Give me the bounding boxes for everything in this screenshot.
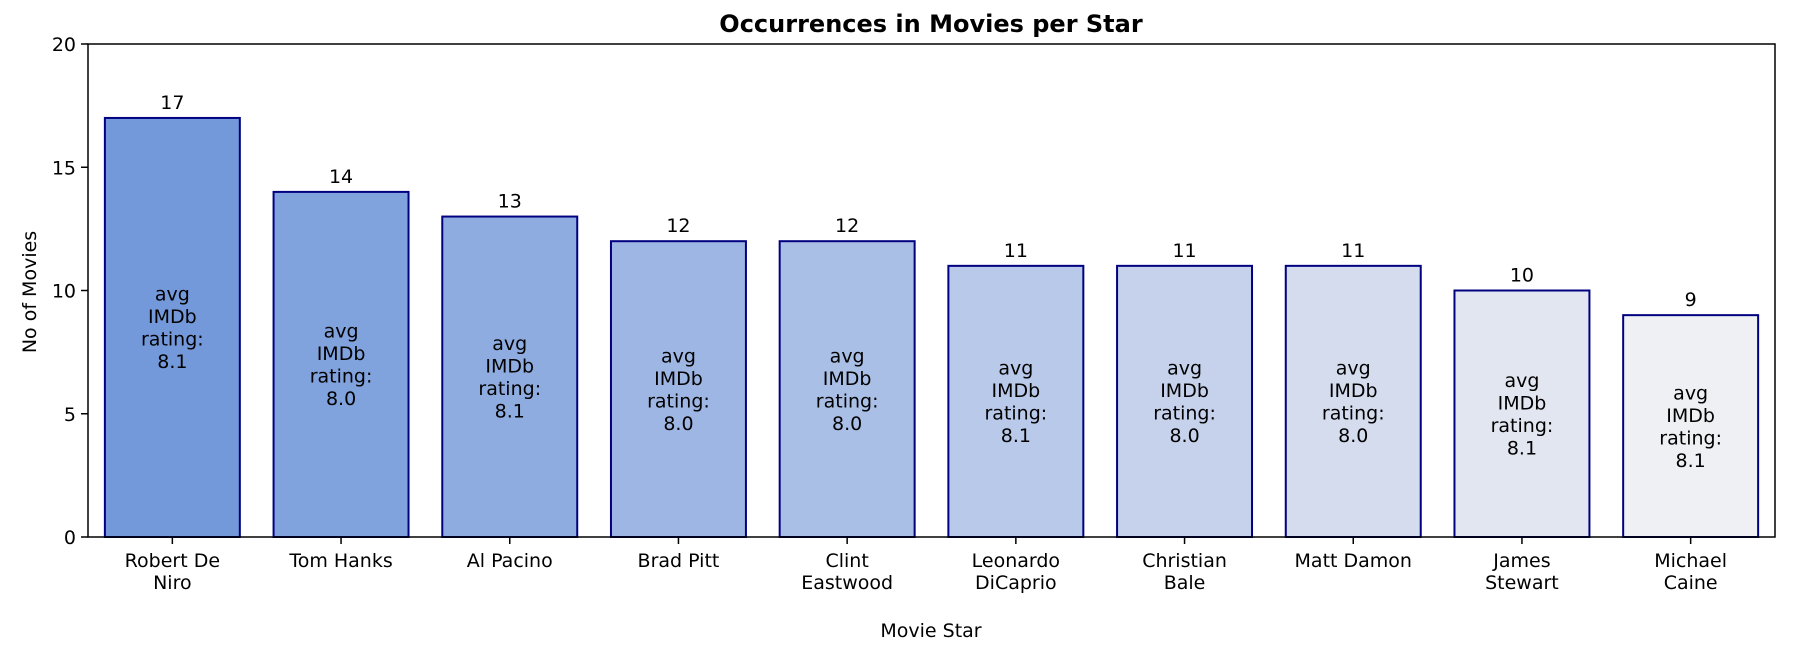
- x-tick-label: Brad Pitt: [638, 550, 720, 572]
- x-tick-label: Michael Caine: [1654, 550, 1727, 594]
- bar-value-label: 12: [666, 215, 690, 237]
- bar-value-label: 9: [1685, 289, 1697, 311]
- bar-rating-label: avg IMDb rating: 8.1: [985, 358, 1048, 448]
- bars-group: [103, 116, 1760, 539]
- bar: [778, 240, 916, 538]
- bar-rating-label: avg IMDb rating: 8.1: [1491, 370, 1554, 460]
- y-tick-label: 20: [52, 34, 76, 56]
- bar-value-label: 11: [1341, 240, 1365, 262]
- y-tick-label: 5: [64, 404, 76, 426]
- bar: [609, 240, 747, 538]
- bar: [441, 215, 579, 539]
- bar-value-label: 11: [1172, 240, 1196, 262]
- x-tick-label: James Stewart: [1485, 550, 1559, 594]
- bar-rating-label: avg IMDb rating: 8.0: [1322, 358, 1385, 448]
- x-tick-label: Clint Eastwood: [801, 550, 893, 594]
- bar: [947, 264, 1085, 538]
- bar: [272, 190, 410, 538]
- bar-value-label: 11: [1004, 240, 1028, 262]
- bar: [1284, 264, 1422, 538]
- bar-rating-label: avg IMDb rating: 8.0: [1153, 358, 1216, 448]
- bar-value-label: 13: [498, 191, 522, 213]
- x-tick-label: Al Pacino: [467, 550, 553, 572]
- x-tick-label: Matt Damon: [1295, 550, 1412, 572]
- bar: [103, 116, 241, 538]
- y-tick-label: 0: [64, 527, 76, 549]
- bar: [1622, 314, 1760, 538]
- bar-value-label: 17: [160, 92, 184, 114]
- y-tick-label: 10: [52, 281, 76, 303]
- x-axis: Robert De Niro Tom Hanks Al Pacino Brad Pitt…: [125, 537, 1727, 594]
- x-tick-label: Leonardo DiCaprio: [972, 550, 1060, 594]
- bar-value-label: 12: [835, 215, 859, 237]
- x-tick-label: Christian Bale: [1142, 550, 1227, 594]
- x-axis-label: Movie Star: [880, 620, 981, 642]
- bar-labels-group: 17 avg IMDb rating: 8.1 14 avg IMDb rating: 8.0 13…: [141, 92, 1722, 472]
- y-axis: 0 5 10 15 20: [52, 34, 88, 549]
- bar-value-label: 14: [329, 166, 353, 188]
- y-tick-label: 15: [52, 157, 76, 179]
- x-tick-label: Tom Hanks: [288, 550, 392, 572]
- bar-rating-label: avg IMDb rating: 8.0: [310, 321, 373, 411]
- bar-rating-label: avg IMDb rating: 8.1: [141, 284, 204, 374]
- bar-rating-label: avg IMDb rating: 8.1: [478, 333, 541, 423]
- bar-value-label: 10: [1510, 265, 1534, 287]
- bar-rating-label: avg IMDb rating: 8.1: [1659, 382, 1722, 472]
- bar-rating-label: avg IMDb rating: 8.0: [816, 345, 879, 435]
- bar-rating-label: avg IMDb rating: 8.0: [647, 345, 710, 435]
- x-tick-label: Robert De Niro: [125, 550, 220, 594]
- chart-title: Occurrences in Movies per Star: [719, 10, 1143, 38]
- y-axis-label: No of Movies: [19, 231, 41, 353]
